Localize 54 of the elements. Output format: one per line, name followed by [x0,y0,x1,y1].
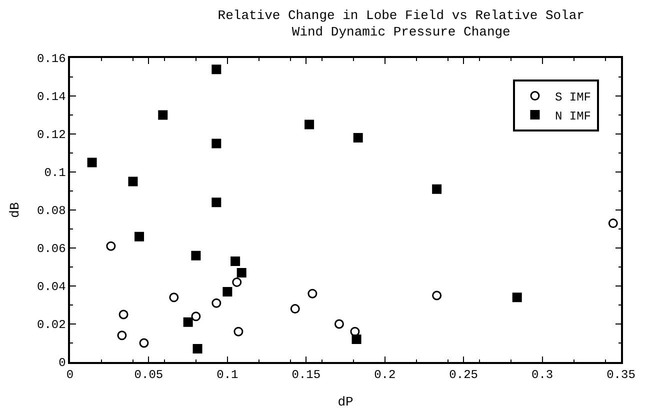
y-tick-label: 0.02 [37,318,66,332]
point [232,277,242,287]
x-tick-label: 0.35 [606,368,636,382]
point [304,120,314,130]
x-tick-label: 0.1 [216,368,238,382]
point [139,338,149,348]
y-axis-title: dB [7,202,22,218]
point [212,198,222,208]
y-tick-label: 0.12 [37,128,66,142]
point [290,304,300,314]
point [512,292,522,302]
point [432,290,442,300]
point [106,241,116,251]
x-axis-title: dP [338,394,354,410]
point [191,250,201,260]
point [308,288,318,298]
point [334,319,344,329]
point [350,326,360,336]
y-tick-label: 0.14 [37,90,66,104]
point [169,292,179,302]
y-tick-label: 0.16 [37,52,66,66]
y-tick-label: 0.08 [37,204,66,218]
point [234,326,244,336]
x-tick-label: 0.15 [292,368,321,382]
point [87,158,97,168]
point [212,64,222,74]
x-tick-label: 0.05 [134,368,164,382]
point [192,344,202,354]
point [158,110,168,120]
x-tick-label: 0.2 [374,368,396,382]
point [353,133,363,143]
point [230,256,240,266]
legend-label: S IMF [554,90,591,104]
point [191,312,201,322]
y-tick-label: 0.04 [37,280,66,294]
point [608,218,618,228]
point [128,176,138,186]
point [118,310,128,320]
point [432,184,442,194]
x-tick-label: 0.25 [449,368,478,382]
y-tick-label: 0 [58,356,66,370]
point [222,286,232,296]
point [183,317,193,327]
point [212,298,222,308]
point [352,334,362,344]
legend-label: N IMF [554,109,591,124]
point [117,330,127,340]
point [134,232,144,242]
x-tick-label: 0.3 [531,368,554,382]
chart-title: Relative Change in Lobe Field vs Relative Solar Wind Dynamic Pressure Change [218,8,584,40]
point [236,268,246,278]
point [212,138,222,148]
y-tick-label: 0.1 [44,166,66,180]
y-tick-label: 0.06 [37,242,66,256]
